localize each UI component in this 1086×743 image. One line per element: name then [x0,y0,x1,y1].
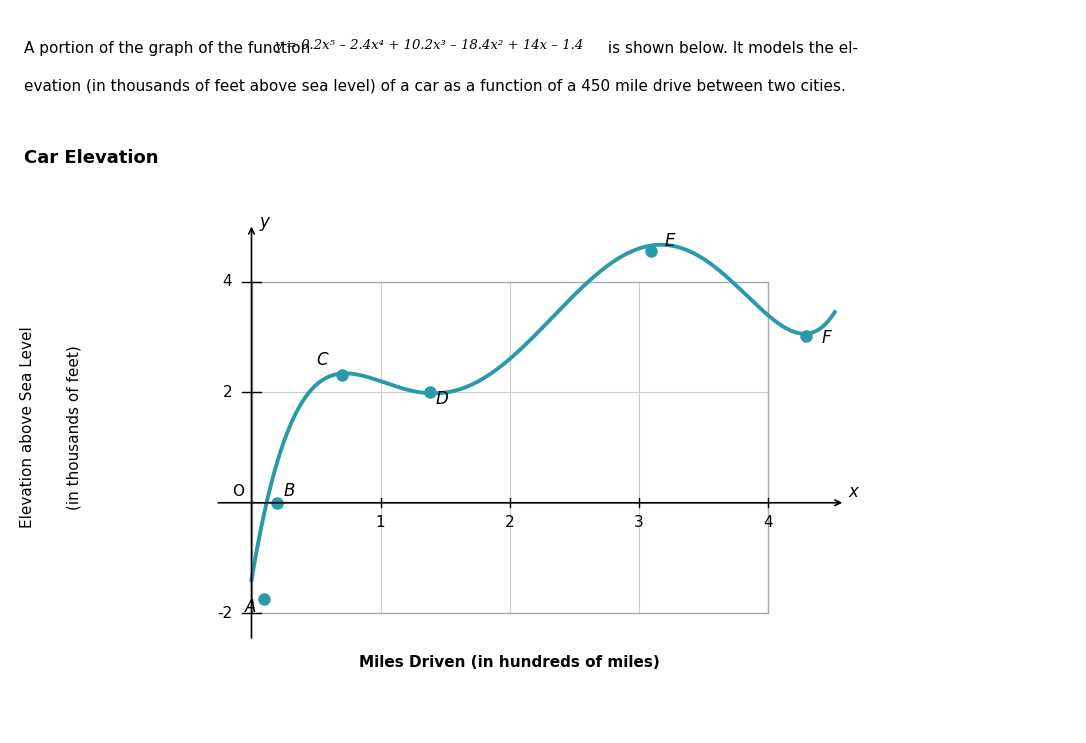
Text: 3: 3 [634,515,644,530]
Text: -2: -2 [217,606,232,620]
Text: (in thousands of feet): (in thousands of feet) [66,345,81,510]
Text: y: y [260,212,269,230]
Text: y = 0.2x⁵ – 2.4x⁴ + 10.2x³ – 18.4x² + 14x – 1.4: y = 0.2x⁵ – 2.4x⁴ + 10.2x³ – 18.4x² + 14… [275,39,584,51]
Text: 1: 1 [376,515,386,530]
Text: is shown below. It models the el-: is shown below. It models the el- [603,41,858,56]
Text: A portion of the graph of the function: A portion of the graph of the function [24,41,315,56]
Text: 4: 4 [762,515,772,530]
Text: B: B [283,482,295,500]
Text: D: D [435,390,449,409]
Text: Elevation above Sea Level: Elevation above Sea Level [20,326,35,528]
Text: x: x [849,483,859,502]
Text: 2: 2 [223,385,232,400]
Bar [252,282,768,613]
Text: C: C [316,351,328,369]
Text: A: A [245,597,256,616]
Text: E: E [665,233,674,250]
Text: evation (in thousands of feet above sea level) of a car as a function of a 450 m: evation (in thousands of feet above sea … [24,78,846,93]
Text: Car Elevation: Car Elevation [24,149,159,166]
Text: Miles Driven (in hundreds of miles): Miles Driven (in hundreds of miles) [359,655,660,669]
Text: O: O [232,484,244,499]
Text: 2: 2 [505,515,515,530]
Text: F: F [822,328,832,346]
Text: 4: 4 [223,274,232,289]
